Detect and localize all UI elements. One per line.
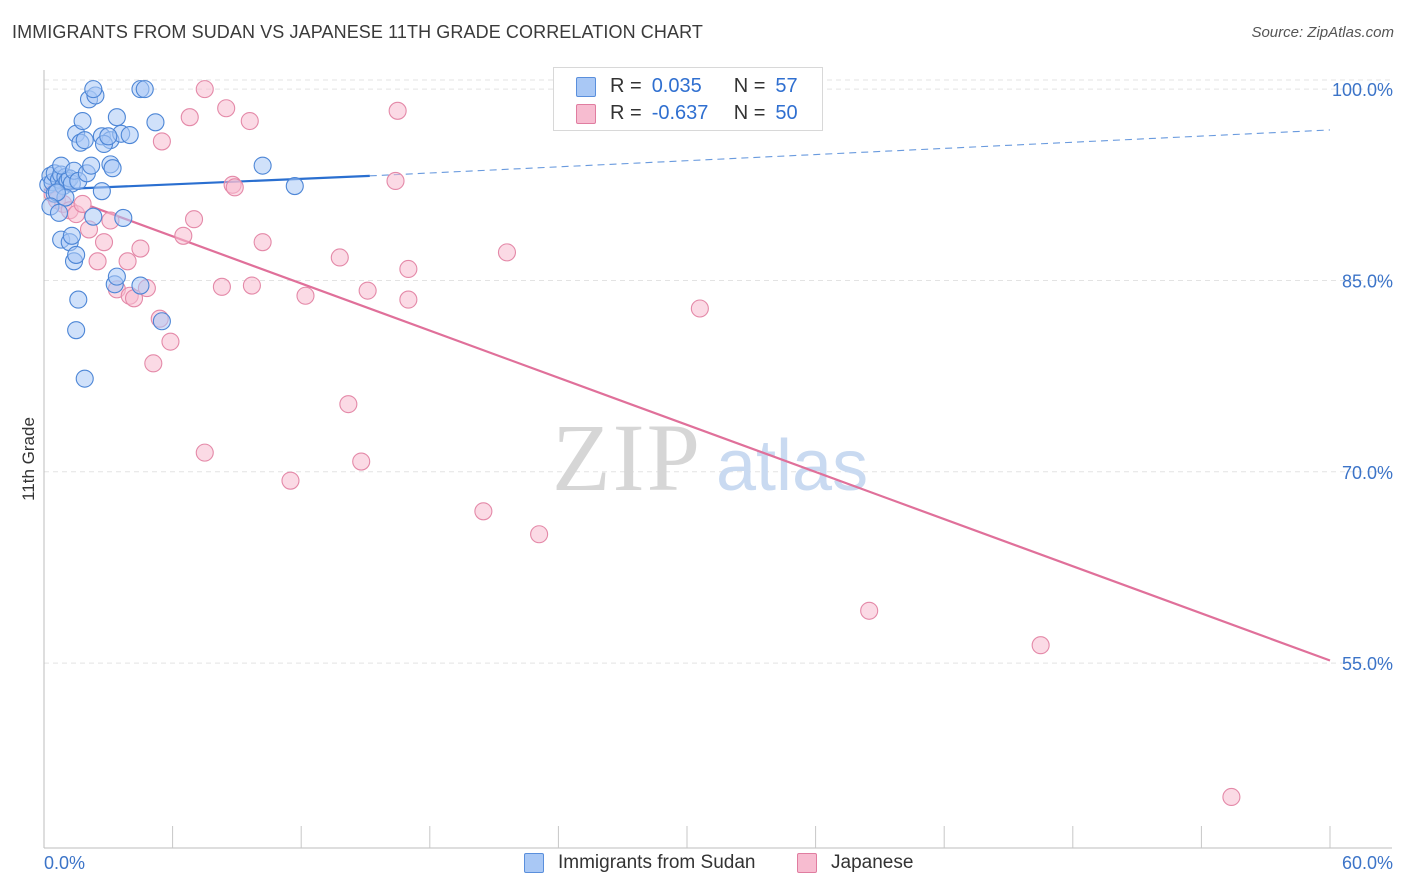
japanese-point: [1222, 787, 1241, 807]
sudan-point: [62, 226, 81, 245]
sudan-point: [75, 369, 94, 388]
y-tick-label: 85.0%: [1342, 271, 1393, 291]
sudan-point: [114, 208, 133, 227]
japanese-point: [94, 233, 114, 252]
japanese-point: [184, 210, 204, 229]
japanese-point: [195, 443, 214, 462]
axes: [43, 70, 1392, 849]
y-tick-label: 100.0%: [1332, 80, 1393, 100]
sudan-point: [107, 108, 126, 127]
japanese-point: [174, 226, 193, 245]
japanese-point: [88, 252, 107, 271]
japanese-point: [497, 243, 517, 262]
japanese-point: [242, 276, 261, 295]
legend-r-value-japanese: -0.637: [651, 101, 709, 124]
legend-r-value-sudan: 0.035: [651, 74, 702, 97]
sudan-point: [84, 80, 103, 99]
legend-n-label: N =: [733, 101, 766, 124]
japanese-point: [240, 111, 259, 131]
sudan-point: [69, 290, 88, 309]
sudan-point: [253, 156, 272, 175]
stats-legend: R = 0.035 N = 57 R = -0.637 N = 50: [553, 67, 823, 131]
sudan-point: [135, 80, 154, 99]
japanese-point: [144, 354, 163, 373]
legend-n-label: N =: [733, 74, 766, 97]
axis-labels: 55.0% 70.0% 85.0% 100.0% 0.0% 60.0%: [44, 80, 1393, 873]
sudan-point: [107, 267, 126, 286]
japanese-point: [161, 332, 180, 351]
japanese-point: [530, 525, 549, 544]
legend-item-japanese: Japanese: [797, 852, 913, 874]
sudan-point: [120, 125, 139, 145]
japanese-point: [690, 299, 709, 318]
legend-swatch-japanese: [576, 104, 596, 124]
japanese-point: [1031, 636, 1050, 655]
sudan-point: [131, 276, 150, 295]
y-tick-label: 55.0%: [1342, 654, 1393, 674]
japanese-point: [118, 252, 137, 271]
legend-row-japanese: R = -0.637 N = 50: [576, 100, 798, 126]
chart-title: IMMIGRANTS FROM SUDAN VS JAPANESE 11TH G…: [12, 22, 703, 42]
legend-item-sudan: Immigrants from Sudan: [524, 852, 755, 874]
series-legend: Immigrants from Sudan Japanese: [0, 852, 1406, 878]
japanese-point: [296, 286, 315, 305]
sudan-point: [152, 312, 171, 331]
y-tick-label: 70.0%: [1342, 463, 1393, 483]
japanese-point: [225, 178, 244, 197]
data-points: [39, 80, 1241, 807]
japanese-point: [399, 290, 418, 309]
watermark-atlas: atlas: [716, 426, 868, 506]
legend-r-label: R =: [610, 101, 642, 124]
japanese-point: [388, 101, 407, 120]
legend-label-sudan: Immigrants from Sudan: [558, 852, 756, 873]
japanese-point: [281, 471, 300, 490]
sudan-point: [67, 321, 86, 340]
trendlines: [43, 129, 1331, 662]
japanese-point: [180, 108, 199, 127]
sudan-point: [49, 203, 69, 222]
japanese-point: [217, 99, 236, 118]
japanese-point: [195, 80, 214, 99]
japanese-point: [73, 194, 92, 213]
japanese-point: [330, 248, 349, 267]
sudan-point: [285, 177, 304, 196]
japanese-point: [152, 132, 171, 151]
grid-lines: [44, 79, 1392, 664]
japanese-point: [352, 452, 371, 471]
legend-n-value-sudan: 57: [775, 74, 798, 97]
legend-label-japanese: Japanese: [831, 852, 914, 873]
legend-swatch-sudan: [524, 853, 544, 873]
legend-swatch-japanese: [797, 853, 817, 873]
sudan-point: [92, 182, 111, 201]
x-tick-label: 60.0%: [1342, 853, 1393, 873]
japanese-point: [386, 171, 405, 191]
legend-n-value-japanese: 50: [775, 101, 798, 124]
japanese-point: [339, 395, 358, 414]
japanese-point: [399, 259, 418, 279]
y-axis-title: 11th Grade: [19, 417, 38, 501]
legend-swatch-sudan: [576, 77, 596, 97]
sudan-point: [73, 111, 92, 131]
japanese-point: [474, 502, 493, 521]
japanese-point: [131, 239, 150, 258]
sudan-point: [82, 156, 101, 175]
japanese-trendline: [90, 205, 1331, 662]
japanese-point: [358, 281, 377, 300]
sudan-point: [99, 127, 118, 146]
x-tick-label: 0.0%: [44, 853, 85, 873]
japanese-point: [860, 601, 879, 620]
japanese-point: [212, 277, 231, 296]
source-label: Source: ZipAtlas.com: [1251, 24, 1394, 41]
legend-row-sudan: R = 0.035 N = 57: [576, 73, 798, 99]
legend-r-label: R =: [610, 74, 642, 97]
sudan-point: [103, 159, 122, 178]
sudan-trendline-extension: [369, 129, 1331, 177]
japanese-point: [253, 233, 272, 252]
sudan-point: [75, 131, 94, 150]
sudan-point: [146, 113, 165, 132]
sudan-point: [84, 207, 103, 226]
sudan-point: [67, 245, 86, 264]
watermark-zip: ZIP: [552, 404, 702, 511]
